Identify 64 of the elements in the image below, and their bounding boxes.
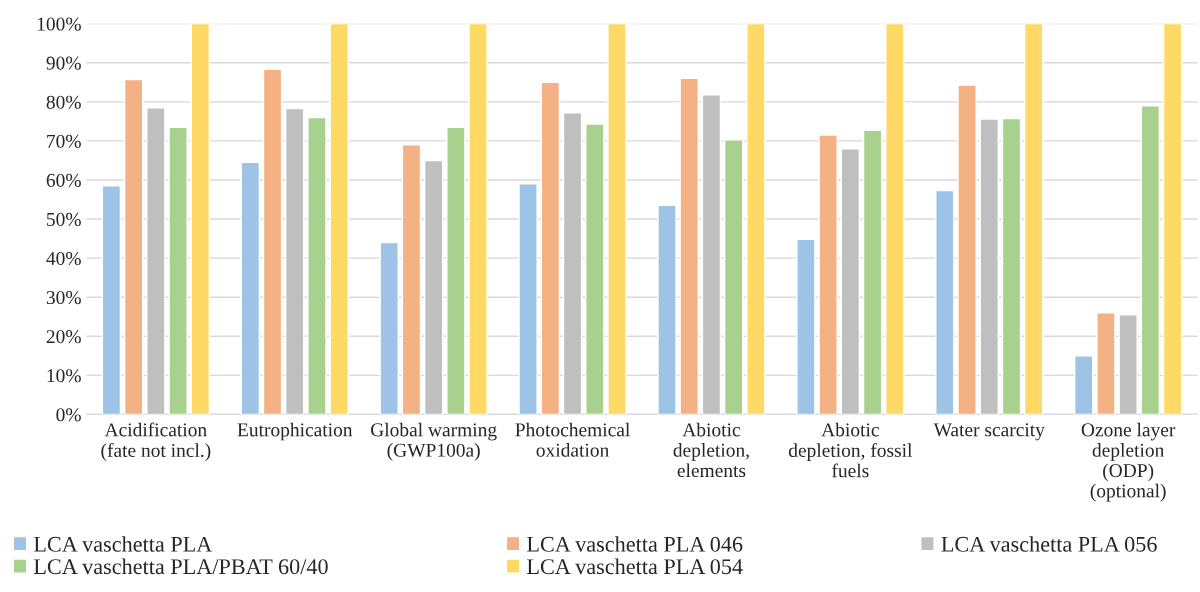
bar bbox=[657, 204, 677, 415]
bar bbox=[1001, 117, 1022, 415]
bar bbox=[585, 123, 605, 415]
x-tick-label: Eutrophication bbox=[237, 422, 353, 441]
bar bbox=[468, 23, 488, 415]
bar bbox=[1162, 23, 1183, 415]
bar bbox=[1023, 23, 1044, 415]
bar bbox=[840, 148, 861, 415]
bar bbox=[401, 144, 422, 415]
bar bbox=[1096, 312, 1116, 415]
bar bbox=[935, 189, 955, 415]
x-tick-label: Photochemical oxidation bbox=[515, 422, 630, 457]
legend-label: LCA vaschetta PLA 046 bbox=[527, 536, 743, 552]
bar bbox=[423, 159, 444, 415]
y-tick-label: 30% bbox=[46, 291, 81, 305]
bar bbox=[240, 161, 261, 415]
legend-label: LCA vaschetta PLA bbox=[33, 536, 213, 552]
legend-label: LCA vaschetta PLA 056 bbox=[941, 536, 1157, 552]
bar bbox=[262, 68, 283, 415]
bar bbox=[190, 23, 211, 415]
bar bbox=[746, 23, 766, 415]
x-tick-label: Water scarcity bbox=[933, 423, 1045, 441]
y-tick-label: 40% bbox=[46, 251, 81, 266]
y-tick-label: 10% bbox=[47, 369, 81, 383]
bar bbox=[701, 94, 722, 415]
bar bbox=[446, 126, 466, 415]
legend-label: LCA vaschetta PLA/PBAT 60/40 bbox=[33, 558, 328, 575]
x-tick-label: Abiotic depletion, elements bbox=[673, 422, 749, 478]
bar bbox=[562, 112, 583, 415]
bar bbox=[285, 107, 305, 415]
bar bbox=[818, 134, 838, 415]
bar bbox=[101, 185, 122, 415]
bar bbox=[518, 183, 538, 415]
y-tick-label: 90% bbox=[46, 56, 81, 70]
y-tick-label: 50% bbox=[47, 212, 81, 227]
y-tick-label: 70% bbox=[47, 134, 81, 148]
bar bbox=[979, 118, 999, 415]
y-tick-label: 80% bbox=[46, 95, 81, 109]
bar bbox=[1073, 355, 1094, 415]
legend-label: LCA vaschetta PLA 054 bbox=[527, 558, 743, 575]
bar bbox=[885, 23, 905, 415]
x-tick-label: Abiotic depletion, fossil fuels bbox=[788, 422, 913, 478]
y-tick-label: 0% bbox=[56, 408, 81, 422]
bar bbox=[379, 241, 399, 415]
bar bbox=[607, 23, 627, 415]
bar bbox=[540, 81, 561, 415]
bar bbox=[307, 116, 327, 415]
y-tick-label: 100% bbox=[37, 17, 81, 31]
bar bbox=[679, 77, 699, 415]
y-tick-label: 20% bbox=[46, 330, 81, 344]
bar bbox=[168, 126, 188, 415]
bar bbox=[146, 106, 166, 415]
bar bbox=[723, 139, 744, 415]
bar bbox=[862, 129, 883, 415]
x-tick-label: Ozone layer depletion (ODP) (optional) bbox=[1081, 422, 1176, 502]
bar bbox=[1118, 314, 1138, 415]
bar bbox=[329, 23, 349, 415]
bar bbox=[796, 238, 816, 415]
x-tick-label: Global warming (GWP100a) bbox=[371, 422, 497, 461]
bar bbox=[1140, 105, 1161, 415]
y-tick-label: 60% bbox=[46, 173, 81, 187]
bar bbox=[957, 84, 977, 415]
bar bbox=[123, 78, 144, 415]
x-tick-label: Acidification (fate not incl.) bbox=[101, 422, 211, 461]
